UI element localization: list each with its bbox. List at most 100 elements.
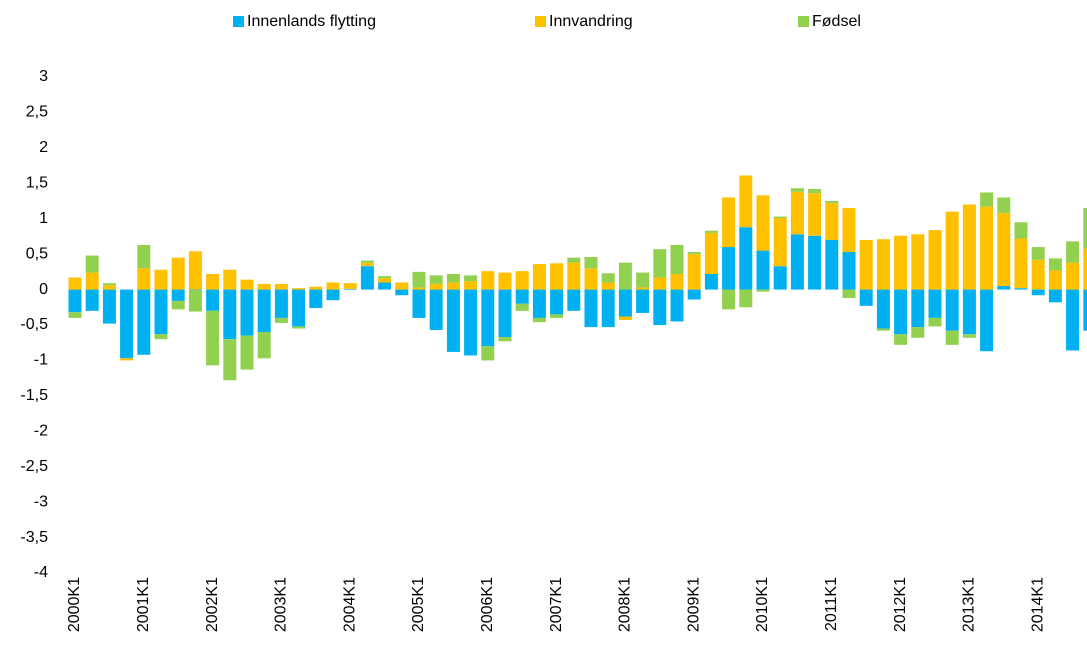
bar [446,282,460,290]
bar [343,283,357,289]
bar [515,289,529,304]
bar [206,310,220,366]
bar [102,289,116,324]
bar [653,289,667,325]
bar [429,283,443,290]
bar [378,278,392,283]
bar [481,346,495,361]
bar [550,263,564,290]
bar [446,273,460,283]
bar [206,273,220,290]
y-tick-label: 0 [39,281,48,298]
bar [395,289,409,296]
bar [378,276,392,279]
bar [894,289,908,335]
bar [1014,222,1028,239]
legend-label: Innvandring [549,13,633,30]
bar [137,289,151,355]
bar [980,206,994,290]
bar [171,289,185,301]
bar [567,262,581,290]
bar [481,271,495,290]
bar [773,218,787,267]
legend-swatch [535,16,546,27]
legend-swatch [798,16,809,27]
bar [309,289,323,308]
bar [360,262,374,267]
x-tick-label: 2007K1 [548,577,565,632]
x-tick-label: 2012K1 [892,577,909,632]
bar [962,334,976,338]
bar [515,271,529,290]
bar [756,250,770,290]
bar [670,289,684,322]
bar [825,201,839,204]
bar [997,286,1011,290]
y-tick-label: 1,5 [26,175,48,192]
bar [137,268,151,290]
bar [550,289,564,315]
bar [825,203,839,240]
bar [739,227,753,290]
bar [962,204,976,290]
bar [1083,289,1087,331]
bar [790,234,804,290]
bar [567,257,581,263]
x-tick-label: 2000K1 [66,577,83,632]
bar [980,192,994,207]
bar [85,272,99,290]
bar [1083,208,1087,249]
bar [1066,241,1080,263]
bar [687,252,701,255]
x-tick-label: 2008K1 [617,577,634,632]
bar [464,289,478,356]
x-tick-label: 2011K1 [823,577,840,631]
bar [687,289,701,300]
bar [1048,258,1062,271]
bar [309,286,323,290]
bar [945,330,959,345]
bar [85,289,99,311]
bar [171,257,185,290]
y-tick-label: -3,5 [20,529,48,546]
bar [240,289,254,336]
bar [584,256,598,269]
bar [790,188,804,192]
y-tick-label: 2,5 [26,104,48,121]
bar [722,247,736,290]
bar [842,252,856,290]
bar [120,289,134,359]
y-tick-label: -0,5 [20,316,48,333]
bar [206,289,220,311]
bar [980,289,994,352]
x-tick-label: 2013K1 [961,577,978,632]
bar [808,235,822,290]
bar [876,289,890,329]
y-tick-label: 3 [39,68,48,85]
y-tick-label: -1 [34,352,48,369]
bar [274,317,288,323]
bar [722,197,736,248]
bar [498,289,512,338]
bar [154,269,168,290]
bar [240,279,254,290]
bar [670,273,684,290]
bar [756,289,770,292]
bar [1031,289,1045,296]
bar [704,273,718,290]
bar [618,262,632,290]
bar [532,289,546,318]
bar [962,289,976,335]
bar [274,289,288,318]
bar [223,339,237,381]
bar [894,235,908,290]
bar [842,208,856,253]
bar [274,283,288,290]
bar [997,213,1011,287]
bar [601,282,615,290]
bar [722,289,736,310]
bar [945,289,959,331]
bar [687,254,701,290]
bar [223,289,237,340]
bar [412,289,426,318]
